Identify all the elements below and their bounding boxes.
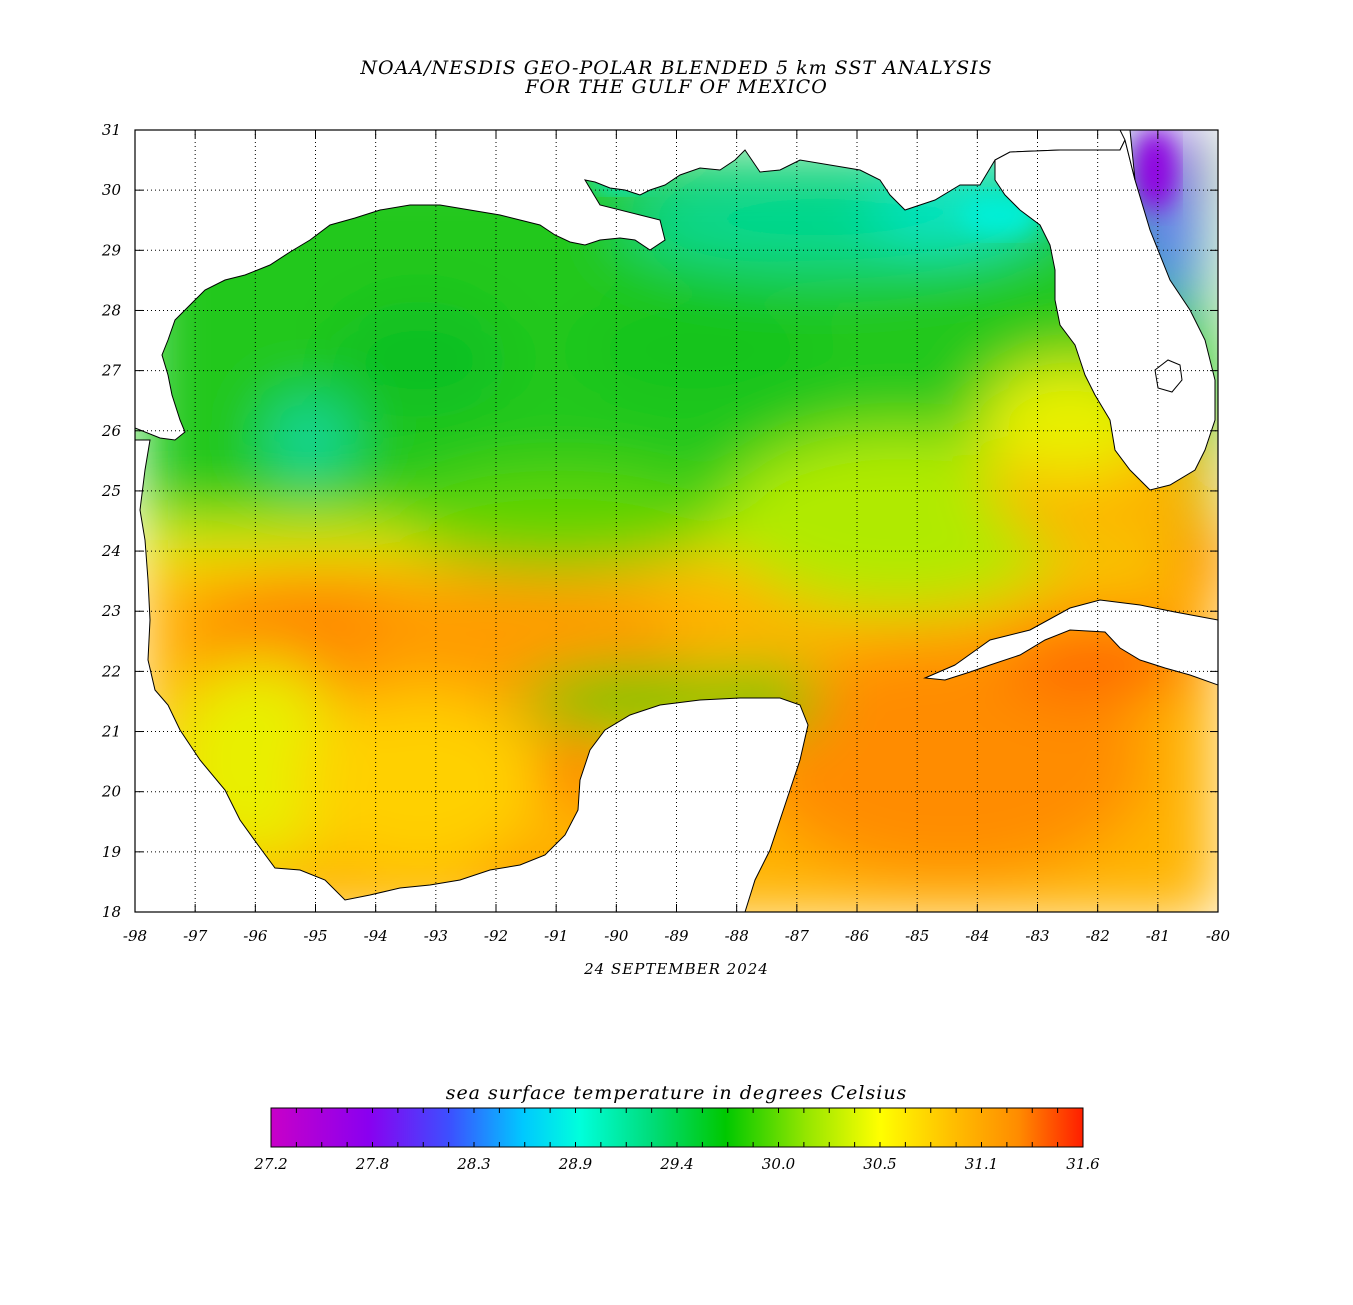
colorbar-tick-label: 28.3 bbox=[456, 1155, 490, 1173]
x-tick-label: -81 bbox=[1146, 927, 1170, 945]
y-tick-label: 21 bbox=[101, 723, 121, 741]
y-tick-label: 25 bbox=[101, 482, 121, 500]
x-tick-label: -94 bbox=[364, 927, 388, 945]
y-tick-label: 19 bbox=[102, 843, 122, 861]
colorbar-tick-label: 29.4 bbox=[659, 1155, 693, 1173]
y-tick-label: 31 bbox=[102, 121, 121, 139]
colorbar-tick-label: 28.9 bbox=[558, 1155, 593, 1173]
colorbar-tick-label: 27.8 bbox=[355, 1155, 389, 1173]
y-tick-label: 28 bbox=[101, 301, 121, 319]
x-tick-label: -90 bbox=[604, 927, 629, 945]
x-tick-label: -89 bbox=[664, 927, 689, 945]
analysis-date: 24 SEPTEMBER 2024 bbox=[584, 960, 769, 978]
y-tick-label: 23 bbox=[101, 602, 121, 620]
chart-title-line-1: NOAA/NESDIS GEO-POLAR BLENDED 5 km SST A… bbox=[360, 57, 993, 79]
land-florida-east-edge bbox=[1119, 130, 1136, 181]
colorbar-tick-label: 31.6 bbox=[1066, 1155, 1100, 1173]
colorbar-title: sea surface temperature in degrees Celsi… bbox=[445, 1082, 908, 1104]
y-tick-label: 18 bbox=[102, 903, 121, 921]
x-tick-label: -84 bbox=[965, 927, 989, 945]
chart-title-line-2: FOR THE GULF OF MEXICO bbox=[525, 76, 828, 98]
y-tick-label: 30 bbox=[102, 181, 122, 199]
y-tick-label: 20 bbox=[101, 783, 122, 801]
y-tick-label: 27 bbox=[101, 362, 122, 380]
grid-lines bbox=[135, 130, 1218, 912]
land-cuba bbox=[923, 599, 1218, 686]
y-tick-label: 24 bbox=[101, 542, 121, 560]
colorbar-tick-label: 27.2 bbox=[253, 1155, 287, 1173]
colorbar-tick-label: 30.0 bbox=[762, 1155, 796, 1173]
x-axis-ticks: -98 -97 -96 -95 -94 -93 -92 -91 -90 -89 -88 -87 -86 -… bbox=[123, 130, 1231, 945]
colorbar-ticks: 27.2 27.8 28.3 28.9 29.4 30.0 30.5 31.1 31.6 bbox=[253, 1108, 1100, 1173]
x-tick-label: -91 bbox=[544, 927, 568, 945]
land-us-gulf-coast bbox=[135, 130, 1126, 441]
colorbar-tick-label: 30.5 bbox=[863, 1155, 896, 1173]
x-tick-label: -86 bbox=[845, 927, 870, 945]
x-tick-label: -98 bbox=[123, 927, 147, 945]
y-axis-ticks: 31 30 29 28 27 26 25 24 23 22 21 20 19 18 bbox=[101, 121, 1218, 921]
land-florida-peninsula bbox=[994, 138, 1216, 491]
y-tick-label: 29 bbox=[101, 241, 122, 259]
x-tick-label: -80 bbox=[1206, 927, 1231, 945]
x-tick-label: -85 bbox=[905, 927, 929, 945]
sst-field bbox=[135, 130, 1218, 912]
x-tick-label: -92 bbox=[484, 927, 508, 945]
x-tick-label: -87 bbox=[785, 927, 810, 945]
colorbar bbox=[270, 1107, 1084, 1148]
x-tick-label: -97 bbox=[183, 927, 208, 945]
x-tick-label: -95 bbox=[303, 927, 327, 945]
x-tick-label: -82 bbox=[1086, 927, 1110, 945]
x-tick-label: -88 bbox=[725, 927, 749, 945]
x-tick-label: -96 bbox=[243, 927, 268, 945]
x-tick-label: -93 bbox=[424, 927, 448, 945]
x-tick-label: -83 bbox=[1025, 927, 1049, 945]
colorbar-tick-label: 31.1 bbox=[965, 1155, 998, 1173]
y-tick-label: 22 bbox=[101, 662, 121, 680]
y-tick-label: 26 bbox=[101, 422, 122, 440]
lake-okeechobee bbox=[1154, 359, 1183, 393]
land-mexico bbox=[135, 439, 809, 912]
